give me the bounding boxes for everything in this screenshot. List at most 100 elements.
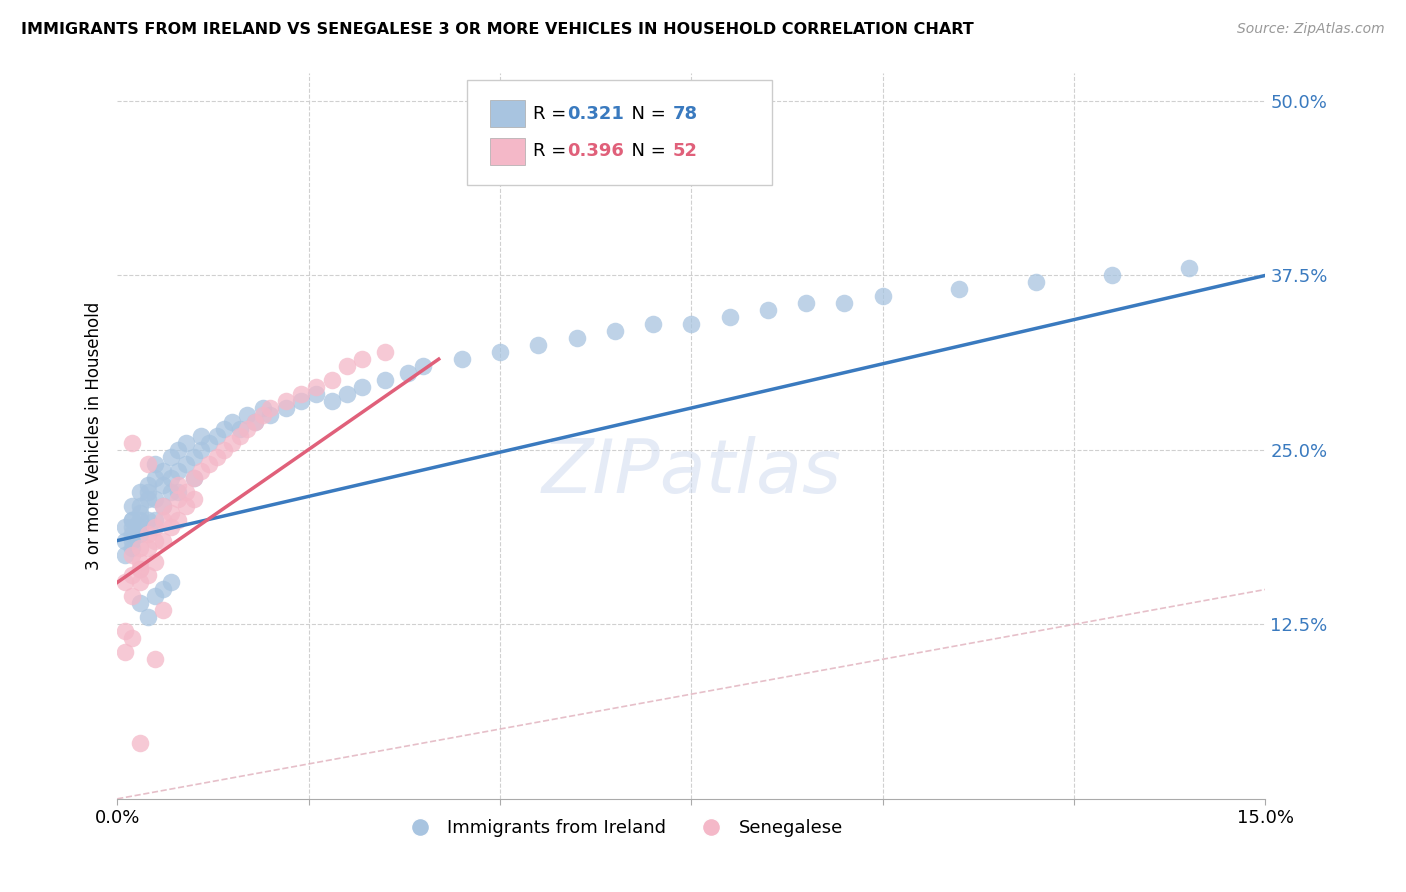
FancyBboxPatch shape [467,80,772,186]
Point [152,603,174,617]
Point [198,436,221,450]
Point [450,352,472,367]
Point [121,513,143,527]
Point [259,408,281,422]
Point [190,429,212,443]
Point [228,422,250,436]
Point [136,491,159,506]
Point [718,310,741,325]
Text: N =: N = [620,143,672,161]
Text: ZIPatlas: ZIPatlas [541,436,841,508]
Point [152,499,174,513]
Text: N =: N = [620,104,672,122]
Y-axis label: 3 or more Vehicles in Household: 3 or more Vehicles in Household [86,301,103,570]
Point [129,541,152,555]
Point [321,394,343,409]
Point [145,533,167,548]
Point [129,561,152,575]
Point [121,590,143,604]
Point [252,401,274,415]
Text: 78: 78 [673,104,699,122]
Point [243,415,266,429]
Point [167,513,190,527]
Point [136,513,159,527]
Point [121,519,143,533]
Point [152,499,174,513]
Point [121,526,143,541]
Point [1025,276,1047,290]
Text: R =: R = [533,104,572,122]
Point [129,596,152,610]
Point [121,541,143,555]
Point [259,401,281,415]
Point [174,484,197,499]
Point [183,471,205,485]
Point [412,359,434,373]
Point [129,499,152,513]
Text: IMMIGRANTS FROM IRELAND VS SENEGALESE 3 OR MORE VEHICLES IN HOUSEHOLD CORRELATIO: IMMIGRANTS FROM IRELAND VS SENEGALESE 3 … [21,22,974,37]
Point [167,491,190,506]
Point [136,484,159,499]
Point [129,484,152,499]
Point [121,632,143,646]
Point [336,387,359,401]
Point [489,345,512,359]
Point [252,408,274,422]
Point [190,464,212,478]
Point [236,408,259,422]
Text: 52: 52 [673,143,697,161]
FancyBboxPatch shape [491,100,524,128]
Point [152,533,174,548]
Point [121,548,143,562]
Point [603,324,626,338]
Point [274,394,297,409]
Point [396,366,419,380]
Point [174,457,197,471]
Point [159,519,181,533]
Point [214,442,236,457]
Point [159,471,181,485]
Point [167,477,190,491]
Text: 0.396: 0.396 [568,143,624,161]
Point [121,499,143,513]
Point [527,338,550,352]
Text: Source: ZipAtlas.com: Source: ZipAtlas.com [1237,22,1385,37]
Point [1178,261,1201,276]
Point [159,575,181,590]
Legend: Immigrants from Ireland, Senegalese: Immigrants from Ireland, Senegalese [395,812,851,844]
Point [1101,268,1123,283]
Point [129,513,152,527]
Point [167,484,190,499]
Point [145,519,167,533]
Point [114,575,136,590]
Point [145,513,167,527]
Point [321,373,343,387]
Point [221,436,243,450]
Point [145,590,167,604]
Point [834,296,856,310]
Point [641,317,664,331]
Point [129,506,152,520]
Point [136,568,159,582]
Point [183,450,205,464]
Point [290,387,312,401]
Point [681,317,703,331]
Point [794,296,817,310]
Point [174,436,197,450]
Point [136,526,159,541]
Point [145,457,167,471]
Point [121,436,143,450]
Point [236,422,259,436]
Point [190,442,212,457]
Point [290,394,312,409]
Point [129,519,152,533]
Point [352,352,374,367]
Point [374,373,396,387]
Point [152,464,174,478]
Point [205,450,228,464]
Point [152,582,174,597]
Point [129,561,152,575]
Point [129,736,152,750]
Point [145,652,167,666]
Point [159,506,181,520]
